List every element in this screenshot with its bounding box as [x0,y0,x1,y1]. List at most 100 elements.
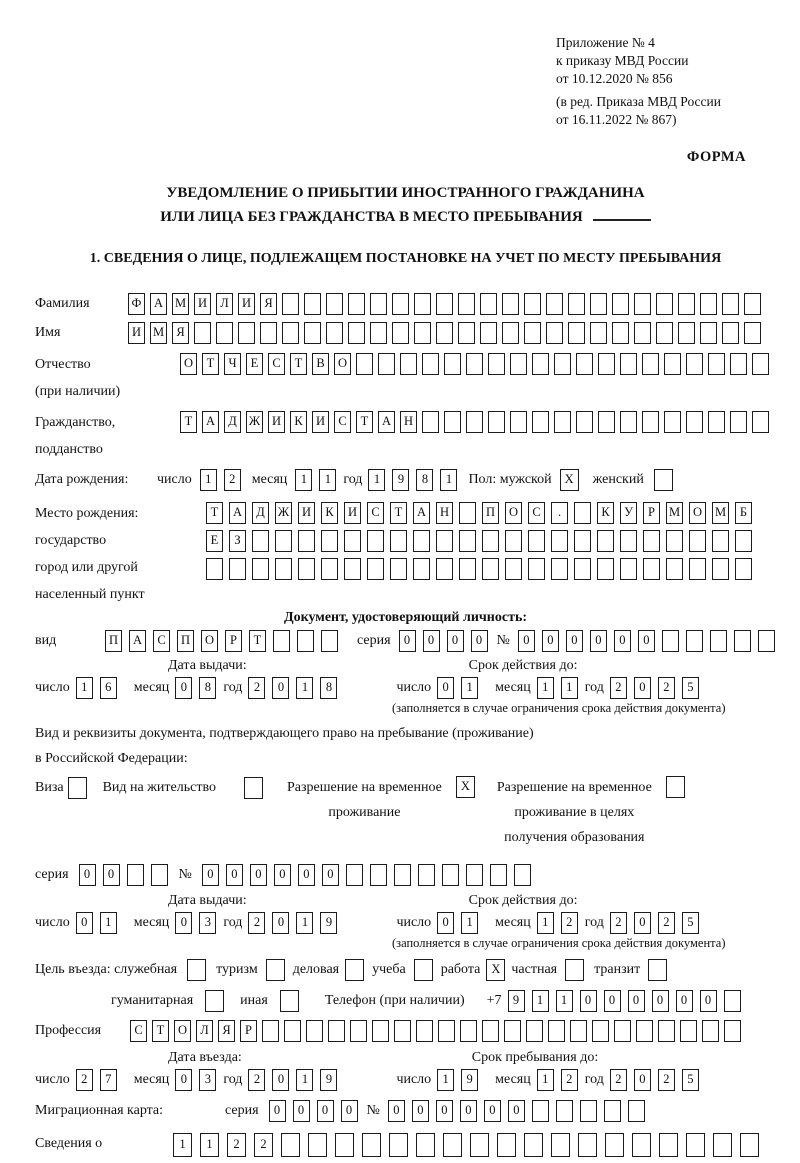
char-cell[interactable]: 3 [199,912,217,934]
char-cell[interactable] [505,530,522,552]
char-cell[interactable]: 1 [555,990,573,1012]
char-cell[interactable] [504,1020,521,1042]
char-cell[interactable] [416,1133,435,1157]
char-cell[interactable] [689,558,706,580]
char-cell[interactable] [326,322,343,344]
char-cell[interactable] [709,630,727,652]
char-cell[interactable]: М [712,502,729,524]
char-cell[interactable]: 0 [613,630,631,652]
char-cell[interactable] [205,990,225,1012]
char-cell[interactable]: 1 [536,677,554,699]
char-cell[interactable] [597,530,614,552]
char-cell[interactable]: В [312,353,329,375]
char-cell[interactable]: 0 [78,864,96,886]
char-cell[interactable]: 0 [541,630,559,652]
char-cell[interactable]: О [334,353,351,375]
char-cell[interactable]: 1 [461,677,479,699]
char-cell[interactable]: 0 [175,1069,193,1091]
char-cell[interactable] [436,530,453,552]
char-cell[interactable] [603,1100,621,1122]
char-cell[interactable]: А [413,502,430,524]
char-cell[interactable]: С [367,502,384,524]
char-cell[interactable]: С [153,630,170,652]
char-cell[interactable] [634,293,651,315]
char-cell[interactable] [735,530,752,552]
char-cell[interactable] [658,1020,675,1042]
char-cell[interactable]: И [344,502,361,524]
char-cell[interactable] [678,293,695,315]
char-cell[interactable]: Т [249,630,266,652]
char-cell[interactable] [659,1133,678,1157]
char-cell[interactable]: У [620,502,637,524]
char-cell[interactable] [304,322,321,344]
char-cell[interactable]: 0 [699,990,717,1012]
char-cell[interactable] [390,558,407,580]
char-cell[interactable] [466,353,483,375]
char-cell[interactable] [458,293,475,315]
char-cell[interactable]: С [334,411,351,433]
char-cell[interactable] [187,959,207,981]
char-cell[interactable]: 0 [627,990,645,1012]
char-cell[interactable] [348,293,365,315]
visa-checkbox[interactable] [67,776,87,799]
char-cell[interactable]: 0 [483,1100,501,1122]
char-cell[interactable]: К [597,502,614,524]
char-cell[interactable] [413,959,433,981]
char-cell[interactable] [502,322,519,344]
char-cell[interactable] [568,293,585,315]
char-cell[interactable]: Д [252,502,269,524]
char-cell[interactable] [321,530,338,552]
char-cell[interactable]: 2 [657,912,675,934]
char-cell[interactable] [480,322,497,344]
char-cell[interactable]: 0 [398,630,416,652]
char-cell[interactable] [444,411,461,433]
purpose-other-checkbox[interactable] [279,990,299,1012]
char-cell[interactable] [459,530,476,552]
char-cell[interactable] [489,864,507,886]
char-cell[interactable] [642,353,659,375]
char-cell[interactable]: Р [240,1020,257,1042]
char-cell[interactable]: С [528,502,545,524]
char-cell[interactable] [642,411,659,433]
char-cell[interactable] [438,1020,455,1042]
char-cell[interactable]: М [172,293,189,315]
char-cell[interactable] [620,411,637,433]
char-cell[interactable]: 2 [657,1069,675,1091]
char-cell[interactable]: 5 [681,912,699,934]
char-cell[interactable] [664,353,681,375]
char-cell[interactable] [744,322,761,344]
char-cell[interactable] [592,1020,609,1042]
char-cell[interactable] [636,1020,653,1042]
char-cell[interactable]: Б [735,502,752,524]
char-cell[interactable]: 2 [560,912,578,934]
char-cell[interactable] [702,1020,719,1042]
char-cell[interactable] [574,530,591,552]
char-cell[interactable] [510,411,527,433]
char-cell[interactable]: 0 [422,630,440,652]
char-cell[interactable] [422,353,439,375]
char-cell[interactable]: 2 [657,677,675,699]
char-cell[interactable]: 1 [437,1069,455,1091]
char-cell[interactable]: 1 [296,912,314,934]
char-cell[interactable]: 8 [416,469,434,491]
char-cell[interactable] [389,1133,408,1157]
char-cell[interactable]: З [229,530,246,552]
char-cell[interactable]: И [194,293,211,315]
char-cell[interactable] [297,630,314,652]
char-cell[interactable] [590,293,607,315]
char-cell[interactable] [252,530,269,552]
char-cell[interactable] [265,959,285,981]
char-cell[interactable]: 2 [609,1069,627,1091]
char-cell[interactable] [369,864,387,886]
char-cell[interactable]: 1 [536,912,554,934]
char-cell[interactable]: Ж [246,411,263,433]
char-cell[interactable]: 0 [75,912,93,934]
char-cell[interactable] [370,322,387,344]
char-cell[interactable] [531,1100,549,1122]
